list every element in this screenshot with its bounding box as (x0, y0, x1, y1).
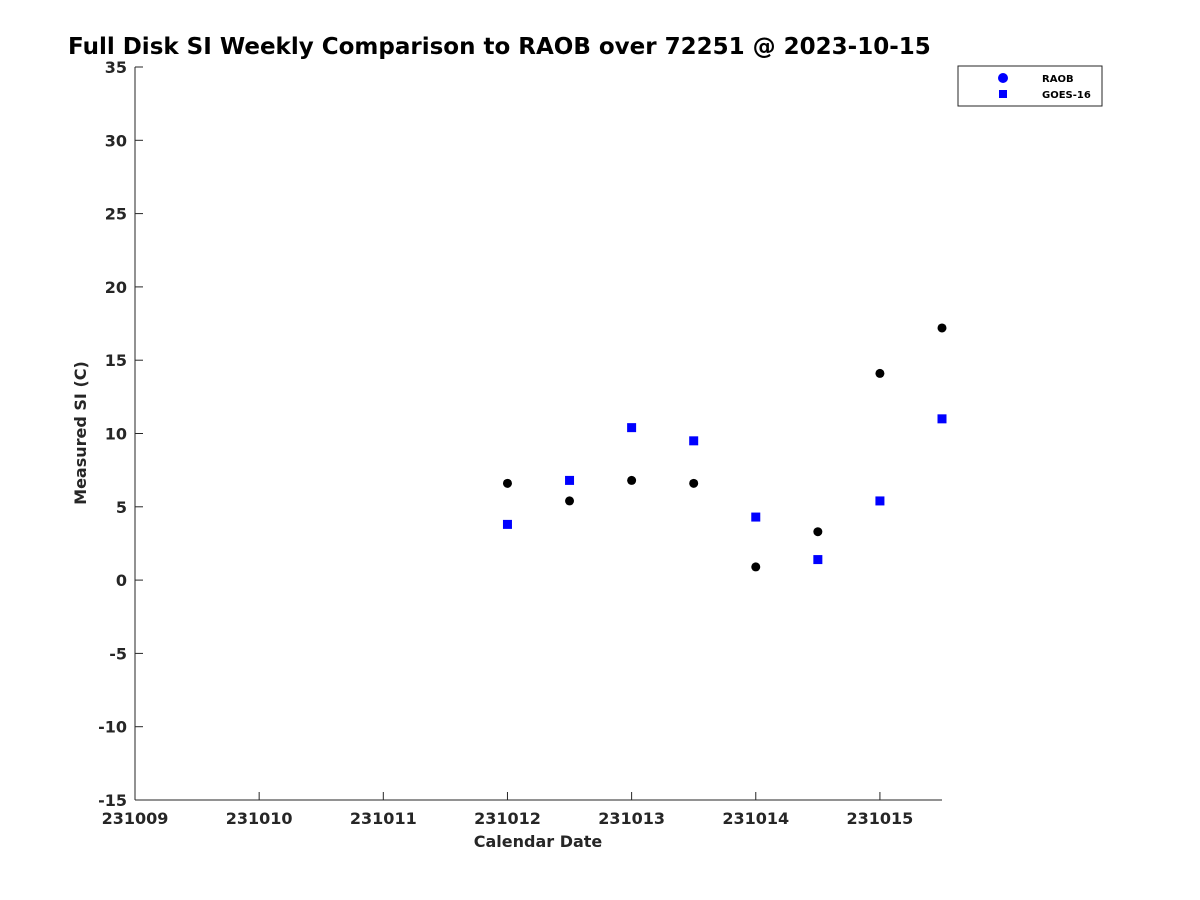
y-tick-label: -5 (109, 644, 127, 663)
goes-16-point (875, 496, 885, 506)
y-tick-label: -15 (98, 791, 127, 810)
chart-title: Full Disk SI Weekly Comparison to RAOB o… (68, 34, 931, 60)
x-tick-label: 231010 (226, 809, 293, 828)
x-tick-label: 231009 (102, 809, 169, 828)
goes-16-point (689, 436, 699, 446)
legend: RAOB GOES-16 (957, 65, 1103, 107)
goes-16-point (502, 519, 512, 529)
raob-point (813, 527, 823, 537)
y-axis-label: Measured SI (C) (71, 361, 90, 505)
y-tick-label: 10 (105, 425, 127, 444)
goes-16-point (565, 475, 575, 485)
y-tick-label: 35 (105, 58, 127, 77)
legend-raob-label: RAOB (1042, 74, 1074, 85)
legend-goes-16-marker (999, 90, 1007, 98)
raob-point (502, 478, 512, 488)
raob-point (689, 478, 699, 488)
y-ticks: 35 30 25 20 15 10 5 0 -5 -10 -15 (98, 58, 143, 810)
y-tick-label: 30 (105, 131, 127, 150)
goes-16-point (813, 555, 823, 565)
x-axis-label: Calendar Date (474, 832, 603, 851)
y-tick-label: 5 (116, 498, 127, 517)
x-tick-label: 231015 (847, 809, 914, 828)
goes-16-point (751, 512, 761, 522)
raob-point (937, 323, 947, 333)
x-ticks: 231009 231010 231011 231012 231013 231014 2310… (102, 792, 914, 828)
y-tick-label: -10 (98, 718, 127, 737)
x-tick-label: 231011 (350, 809, 417, 828)
x-tick-label: 231014 (722, 809, 789, 828)
raob-point (751, 562, 761, 572)
goes-16-point (937, 414, 947, 424)
goes-16-point (627, 423, 637, 433)
data-points (502, 323, 947, 572)
legend-goes-16-label: GOES-16 (1042, 90, 1091, 101)
raob-point (627, 475, 637, 485)
raob-point (875, 368, 885, 378)
y-tick-label: 25 (105, 205, 127, 224)
y-tick-label: 0 (116, 571, 127, 590)
y-tick-label: 20 (105, 278, 127, 297)
legend-box (957, 65, 1103, 107)
y-tick-label: 15 (105, 351, 127, 370)
x-tick-label: 231013 (598, 809, 665, 828)
x-tick-label: 231012 (474, 809, 541, 828)
legend-raob-marker (998, 73, 1008, 83)
raob-point (565, 496, 575, 506)
